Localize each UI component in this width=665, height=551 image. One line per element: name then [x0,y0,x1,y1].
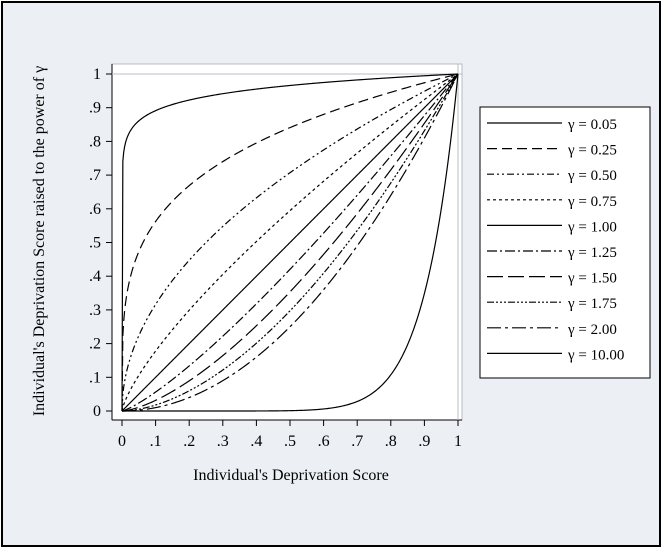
legend-label: γ = 0.50 [567,168,617,184]
x-tick-label: .8 [385,433,397,450]
series-line-2 [121,73,459,412]
series-line-0 [121,73,459,412]
y-ticks: 0 .1 .2 .3 .4 .5 .6 .7 .8 .9 1 [89,66,462,420]
x-tick-label: .4 [250,433,262,450]
x-tick-label: .3 [217,433,229,450]
y-tick-label: .6 [89,201,101,218]
x-tick-label: .9 [418,433,430,450]
x-tick-label: .5 [284,433,296,450]
y-axis-title: Individual's Deprivation Score raised to… [31,66,48,416]
x-tick-label: .7 [351,433,363,450]
y-tick-label: .5 [89,235,101,252]
legend-label: γ = 0.25 [567,143,617,159]
y-tick-label: .8 [89,133,101,150]
legend-label: γ = 1.00 [567,219,617,235]
series-layer [121,73,459,412]
series-line-1 [121,73,459,412]
y-tick-label: .2 [89,336,101,353]
series-line-4 [121,73,459,412]
y-tick-label: .7 [89,167,101,184]
legend-label: γ = 1.50 [567,271,617,287]
x-tick-label: .1 [150,433,162,450]
plot-area [111,63,463,421]
y-tick-label: 1 [93,66,101,83]
x-tick-label: 1 [454,433,462,450]
y-tick-label: .1 [89,369,101,386]
series-line-5 [121,73,459,412]
y-tick-label: .9 [89,100,101,117]
legend-label: γ = 1.25 [567,245,617,261]
y-tick-label: .3 [89,302,101,319]
legend-label: γ = 0.05 [567,117,617,133]
x-tick-label: 0 [118,433,126,450]
series-line-3 [121,73,459,412]
x-tick-label: .6 [318,433,330,450]
x-ticks: 0 .1 .2 .3 .4 .5 .6 .7 .8 .9 1 [118,64,462,450]
y-tick-label: .4 [89,268,101,285]
legend-label: γ = 10.00 [567,347,624,363]
series-line-8 [122,73,459,412]
series-line-6 [121,73,459,412]
x-tick-label: .2 [183,433,195,450]
series-line-9 [122,73,459,412]
x-axis-title: Individual's Deprivation Score [193,467,389,484]
legend-label: γ = 1.75 [567,296,617,312]
legend-box [479,106,651,379]
legend-label: γ = 2.00 [567,322,617,338]
series-line-7 [121,73,459,412]
y-tick-label: 0 [93,403,101,420]
legend-label: γ = 0.75 [567,194,617,210]
legend: γ = 0.05 γ = 0.25 γ = 0.50 γ = 0.75 γ = 1.00… [487,117,624,363]
